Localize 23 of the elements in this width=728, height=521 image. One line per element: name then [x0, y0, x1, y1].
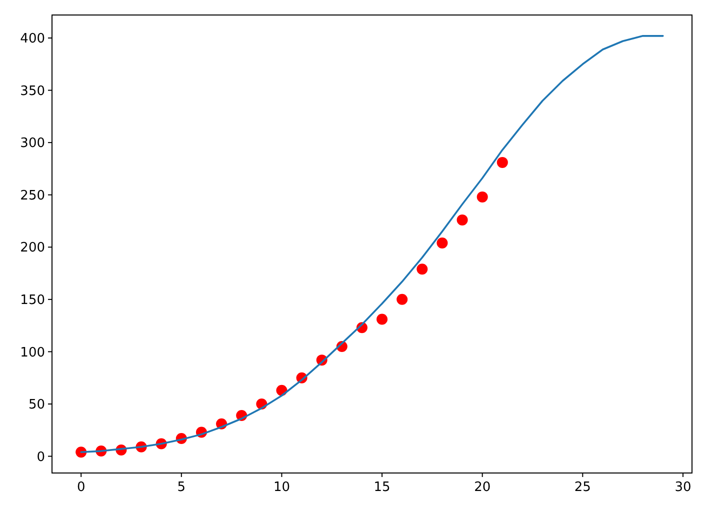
x-tick-label: 15 — [374, 480, 390, 495]
x-tick-label: 10 — [273, 480, 290, 495]
point — [476, 191, 488, 202]
y-tick-label: 200 — [20, 240, 45, 256]
y-tick-label: 0 — [36, 450, 45, 465]
x-tick-label: 5 — [177, 480, 186, 495]
point — [376, 314, 388, 325]
x-tick-label: 30 — [674, 480, 692, 495]
y-tick-label: 250 — [20, 188, 45, 204]
x-tick-label: 20 — [474, 480, 491, 495]
point — [436, 237, 448, 248]
point — [416, 264, 428, 275]
point — [456, 214, 468, 226]
y-tick-label: 400 — [20, 32, 45, 47]
x-tick-label: 25 — [574, 480, 591, 495]
y-tick-label: 100 — [20, 345, 45, 360]
y-tick-label: 300 — [20, 136, 45, 152]
point — [496, 156, 508, 168]
y-tick-label: 150 — [20, 292, 45, 308]
x-tick-label: 0 — [76, 480, 86, 495]
y-tick-label: 350 — [20, 84, 45, 99]
point — [396, 294, 408, 305]
y-tick-label: 50 — [28, 398, 45, 413]
